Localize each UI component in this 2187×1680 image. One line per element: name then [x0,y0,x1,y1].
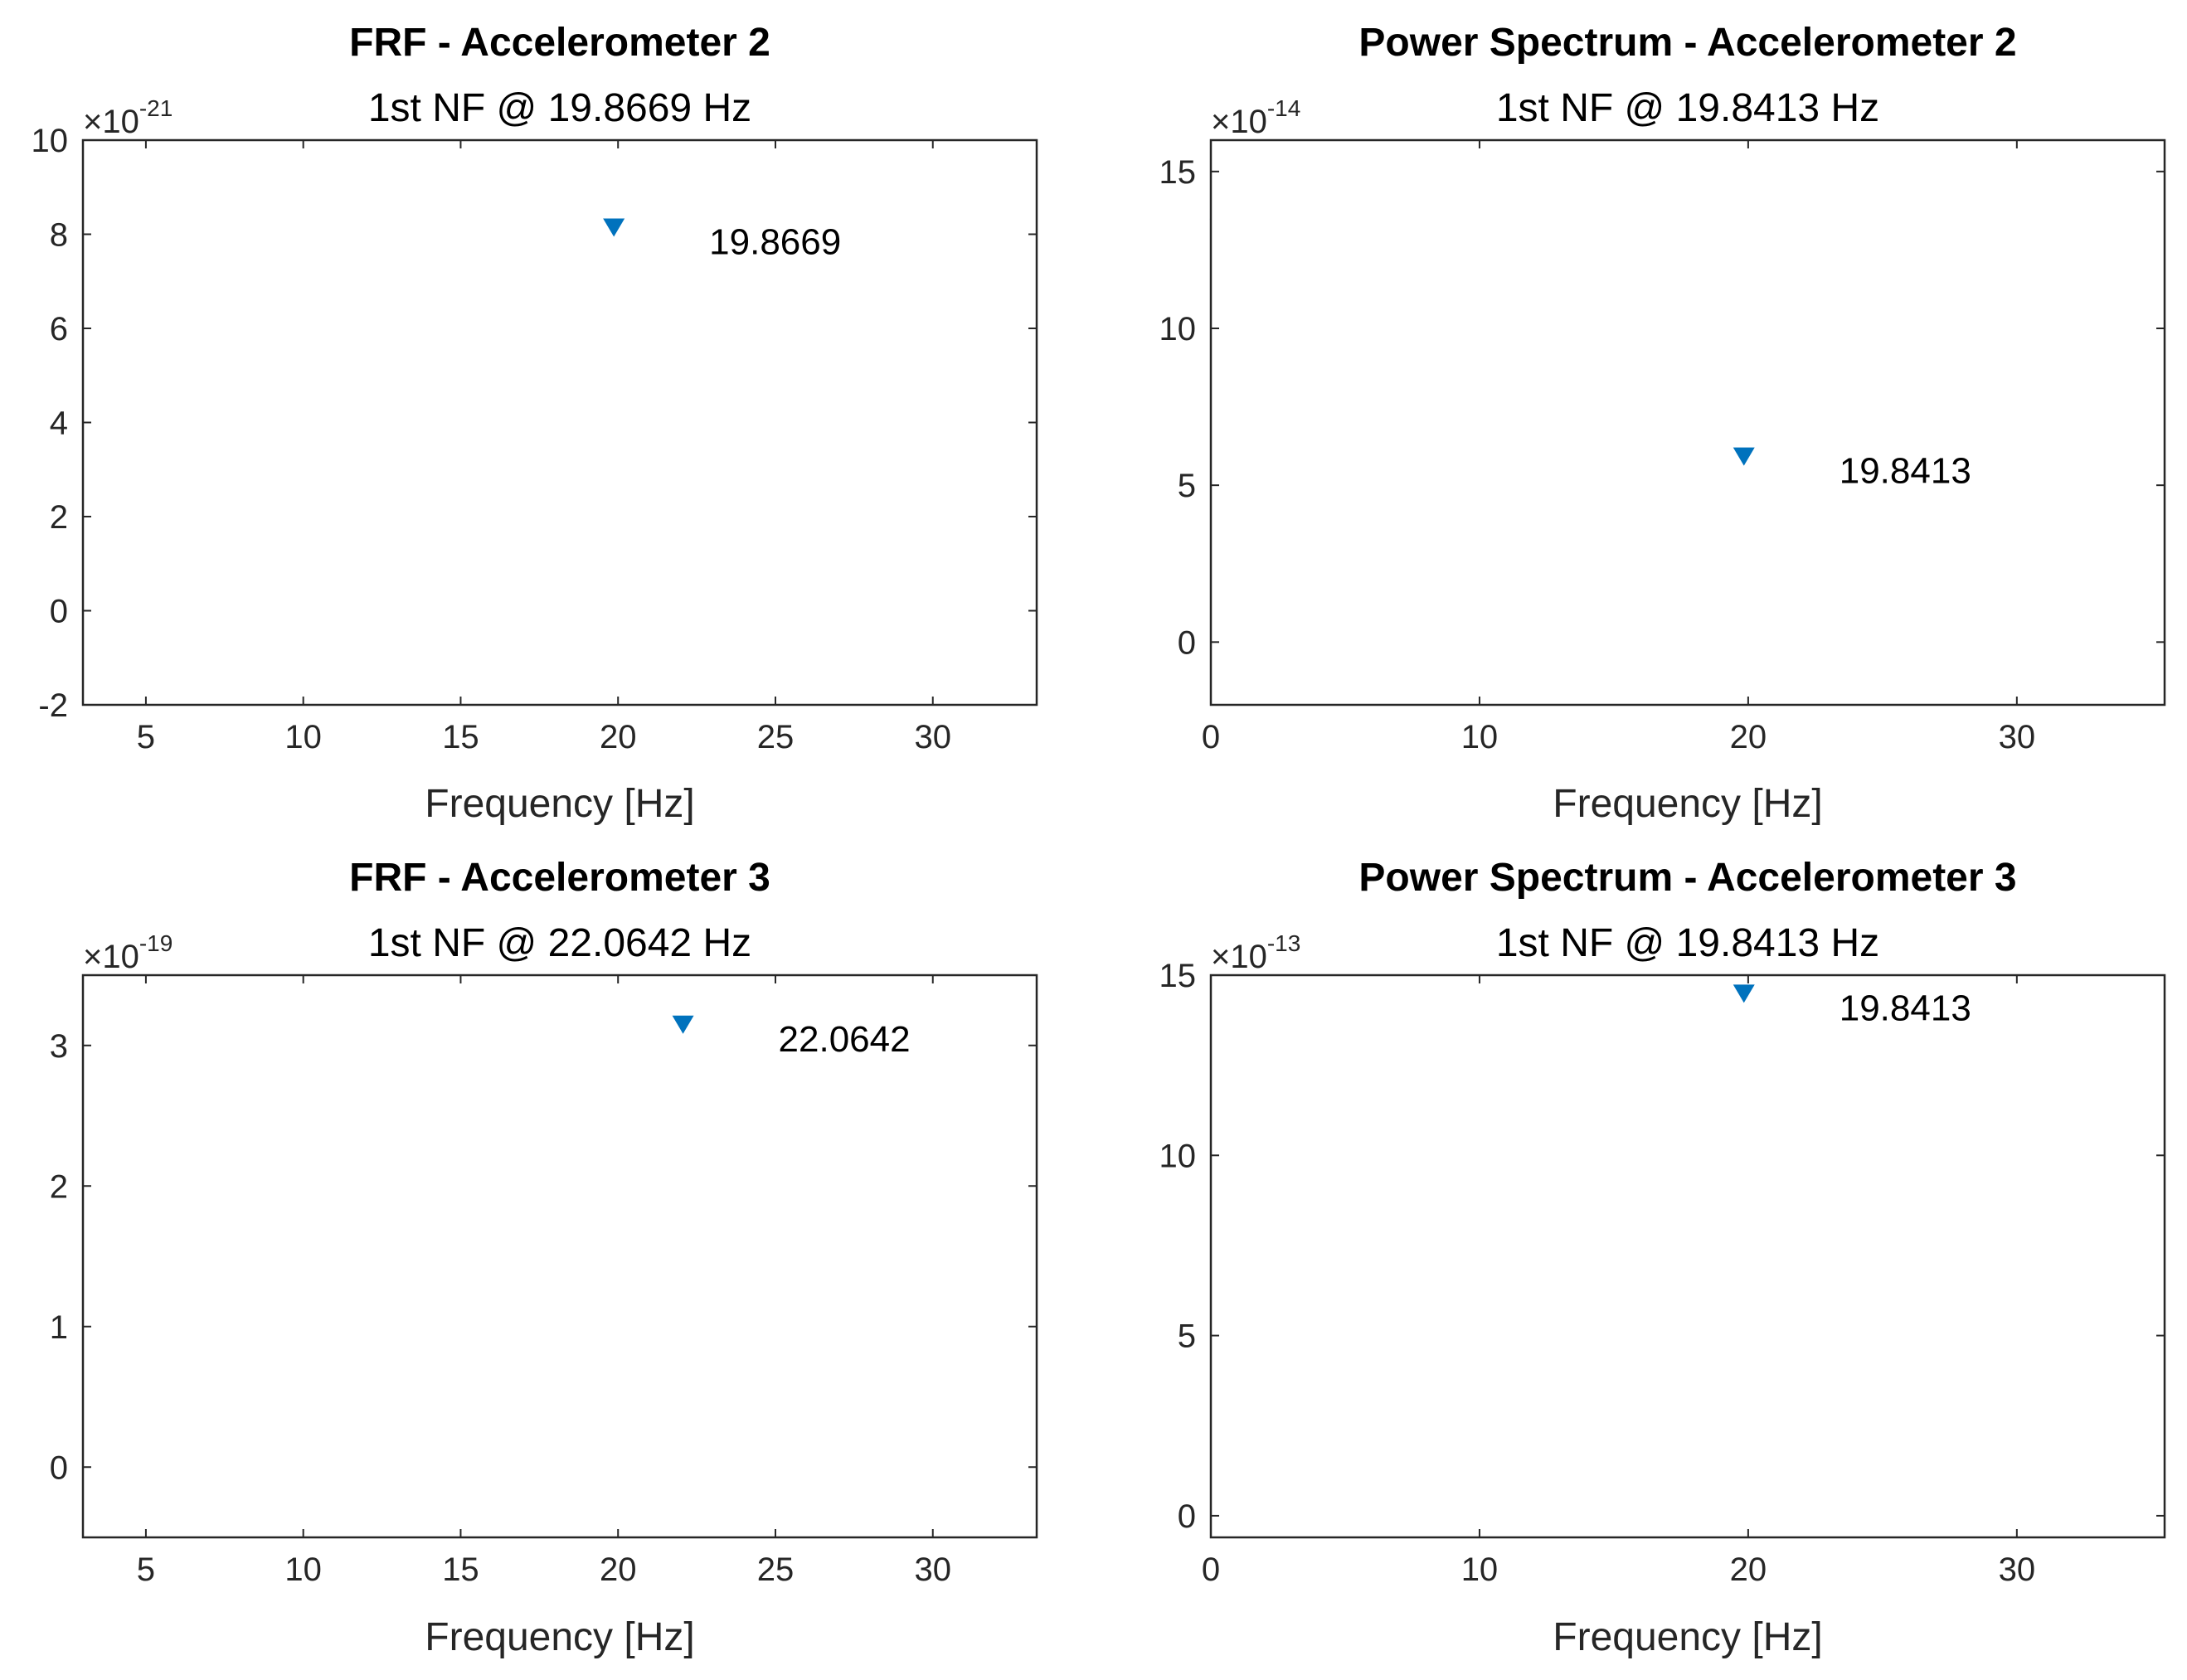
x-tick-label: 20 [1730,719,1767,755]
peak-label: 19.8413 [1840,988,1971,1028]
y-tick-label: 5 [1178,1318,1196,1355]
y-tick-label: 0 [50,1449,68,1486]
plot-frame [81,138,1038,706]
y-tick-label: 10 [32,123,69,159]
chart-subtitle: 1st NF @ 19.8413 Hz [1496,921,1879,965]
y-exponent: ×10-13 [1211,930,1300,975]
y-tick-label: 2 [50,499,68,536]
panel-frf-acc2: FRF - Accelerometer 2 1st NF @ 19.8669 H… [32,21,1038,826]
y-exponent: ×10-19 [83,930,173,975]
plot-area: 5 10 15 20 25 30 0 1 2 3 22.0642 [50,974,1038,1588]
y-tick-label: 6 [50,311,68,347]
peak-marker [672,1015,694,1034]
x-tick-label: 30 [915,719,952,755]
peak-label: 19.8669 [709,222,841,263]
chart-title: FRF - Accelerometer 3 [349,856,770,900]
peak-marker [1733,447,1755,466]
y-tick-label: 8 [50,217,68,254]
chart-subtitle: 1st NF @ 19.8669 Hz [368,86,751,130]
y-tick-label: 15 [1159,154,1197,191]
peak-marker [1733,984,1755,1003]
plot-frame [1209,974,2166,1539]
x-tick-label: 10 [1461,1551,1499,1588]
x-tick-label: 15 [442,1551,479,1588]
y-tick-label: 3 [50,1028,68,1065]
x-tick-label: 15 [442,719,479,755]
plot-area: 0 10 20 30 0 5 10 15 19.8413 [1159,138,2166,755]
plot-area: 5 10 15 20 25 30 -2 0 2 4 6 8 10 19.8669 [32,123,1038,755]
panel-power-acc2: Power Spectrum - Accelerometer 2 1st NF … [1159,21,2166,826]
x-axis-label: Frequency [Hz] [425,1615,694,1659]
x-tick-label: 20 [1730,1551,1767,1588]
x-tick-label: 25 [757,1551,795,1588]
x-tick-label: 0 [1202,719,1220,755]
y-tick-label: 15 [1159,958,1197,994]
chart-title: Power Spectrum - Accelerometer 2 [1358,21,2016,65]
y-exponent: ×10-21 [83,95,173,140]
y-tick-label: 5 [1178,468,1196,504]
panel-power-acc3: Power Spectrum - Accelerometer 3 1st NF … [1159,856,2166,1659]
plot-frame [1209,138,2166,706]
chart-title: Power Spectrum - Accelerometer 3 [1358,856,2016,900]
x-tick-label: 30 [915,1551,952,1588]
x-tick-label: 30 [1999,1551,2036,1588]
x-tick-label: 30 [1999,719,2036,755]
y-tick-label: 10 [1159,1138,1197,1174]
x-tick-label: 10 [1461,719,1499,755]
x-axis-label: Frequency [Hz] [425,782,694,826]
y-tick-label: 4 [50,405,68,442]
peak-label: 19.8413 [1840,451,1971,492]
peak-marker [603,218,625,237]
y-tick-label: 0 [1178,624,1196,661]
chart-subtitle: 1st NF @ 22.0642 Hz [368,921,751,965]
peak-label: 22.0642 [779,1019,911,1060]
x-axis-label: Frequency [Hz] [1553,782,1822,826]
x-tick-label: 5 [137,719,155,755]
x-tick-label: 5 [137,1551,155,1588]
x-tick-label: 10 [284,719,322,755]
y-tick-label: 0 [50,594,68,630]
x-axis-label: Frequency [Hz] [1553,1615,1822,1659]
y-tick-label: 2 [50,1168,68,1205]
chart-subtitle: 1st NF @ 19.8413 Hz [1496,86,1879,130]
x-tick-label: 0 [1202,1551,1220,1588]
y-tick-label: 0 [1178,1498,1196,1535]
panel-frf-acc3: FRF - Accelerometer 3 1st NF @ 22.0642 H… [50,856,1038,1659]
x-tick-label: 10 [284,1551,322,1588]
x-tick-label: 20 [600,1551,637,1588]
plot-frame [81,974,1038,1539]
y-tick-label: 10 [1159,311,1197,347]
y-exponent: ×10-14 [1211,95,1300,140]
y-tick-label: 1 [50,1309,68,1346]
chart-title: FRF - Accelerometer 2 [349,21,770,65]
plot-area: 0 10 20 30 0 5 10 15 19.8413 [1159,958,2166,1588]
x-tick-label: 20 [600,719,637,755]
x-tick-label: 25 [757,719,795,755]
y-tick-label: -2 [38,687,68,724]
